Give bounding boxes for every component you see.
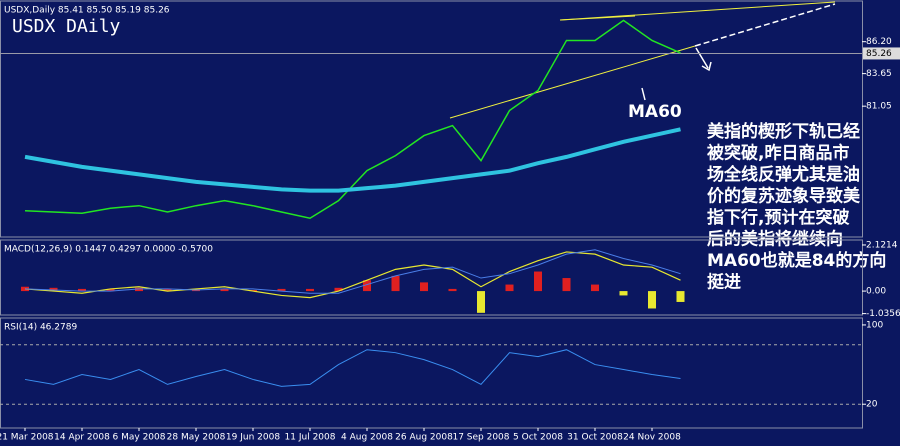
histogram-bar — [619, 291, 628, 296]
histogram-bar — [135, 287, 143, 292]
panel — [0, 239, 863, 316]
trend-line — [559, 1, 836, 21]
panel-title: RSI(14) 46.2789 — [4, 323, 77, 333]
x-tick-label: 6 May 2008 — [113, 433, 166, 443]
x-tick-label: 31 Oct 2008 — [567, 433, 623, 443]
histogram-bar — [106, 288, 115, 292]
histogram-bar — [648, 291, 656, 309]
panel — [0, 0, 863, 238]
x-tick-label: 11 Jul 2008 — [285, 433, 336, 443]
trend-line — [449, 45, 696, 119]
annotation-line: 挺进 — [707, 272, 741, 293]
trend-extension — [694, 3, 836, 47]
y-tick-label: 100 — [866, 320, 883, 330]
histogram-bar — [220, 288, 229, 292]
histogram-bar — [477, 291, 485, 313]
y-tick-label: 81.05 — [866, 102, 892, 112]
annotation-line: 指下行,预计在突破 — [707, 207, 849, 228]
x-tick-label: 28 May 2008 — [167, 433, 226, 443]
x-tick-label: 21 Mar 2008 — [0, 433, 54, 443]
histogram-bar — [534, 271, 542, 292]
annotation-line: 场全线反弹尤其是油 — [707, 164, 860, 185]
ma-label: MA60 — [628, 102, 682, 122]
panel — [0, 317, 863, 429]
histogram-bar — [163, 288, 172, 292]
panel-title: MACD(12,26,9) 0.1447 0.4297 0.0000 -0.57… — [4, 245, 213, 255]
y-tick-label: 20 — [866, 400, 878, 410]
x-tick-label: 24 Nov 2008 — [623, 433, 681, 443]
x-tick-label: 26 Aug 2008 — [395, 433, 453, 443]
histogram-bar — [363, 280, 371, 292]
x-tick-label: 4 Aug 2008 — [341, 433, 393, 443]
annotation-line: 后的美指将继续向 — [707, 229, 843, 250]
series-line — [24, 19, 681, 220]
series-line — [24, 349, 681, 387]
x-tick-label: 19 Jun 2008 — [226, 433, 280, 443]
annotation: 美指的楔形下轨已经被突破,昨日商品市场全线反弹尤其是油价的复苏迹象导致美指下行,… — [707, 121, 886, 293]
histogram-bar — [306, 288, 314, 292]
y-tick-label: 83.65 — [866, 69, 892, 79]
trend-line — [559, 15, 636, 21]
y-tick-label: 0.00 — [866, 287, 886, 297]
price-label: 85.26 — [866, 49, 892, 59]
panel-title: USDX,Daily 85.41 85.50 85.19 85.26 — [4, 6, 170, 16]
price-label-bg — [863, 47, 900, 60]
histogram-bar — [591, 284, 599, 292]
series-line — [24, 249, 681, 294]
chart-heading: USDX DAily — [12, 16, 121, 37]
arrow — [695, 47, 712, 72]
annotation-line: MA60也就是84的方向 — [707, 250, 886, 271]
histogram-bar — [562, 278, 571, 292]
y-tick-label: 2.1214 — [866, 240, 898, 250]
annotation-line: 美指的楔形下轨已经 — [707, 121, 860, 142]
series-line — [24, 251, 681, 299]
histogram-bar — [277, 288, 286, 292]
histogram-bar — [391, 275, 400, 292]
histogram-bar — [78, 288, 86, 292]
histogram-bar — [448, 288, 457, 292]
histogram-bar — [49, 287, 58, 292]
y-tick-label: -1.0356 — [866, 309, 900, 319]
histogram-bar — [420, 282, 428, 292]
series-line — [24, 127, 681, 193]
x-tick-label: 14 Apr 2008 — [54, 433, 110, 443]
histogram-bar — [676, 291, 685, 302]
x-tick-label: 17 Sep 2008 — [452, 433, 509, 443]
x-tick-label: 5 Oct 2008 — [513, 433, 563, 443]
histogram-bar — [334, 287, 343, 292]
histogram-bar — [505, 284, 514, 292]
y-tick-label: 86.20 — [866, 37, 892, 47]
annotation-line: 被突破,昨日商品市 — [707, 143, 849, 164]
pointer — [641, 87, 646, 101]
annotation-line: 价的复苏迹象导致美 — [707, 186, 861, 207]
